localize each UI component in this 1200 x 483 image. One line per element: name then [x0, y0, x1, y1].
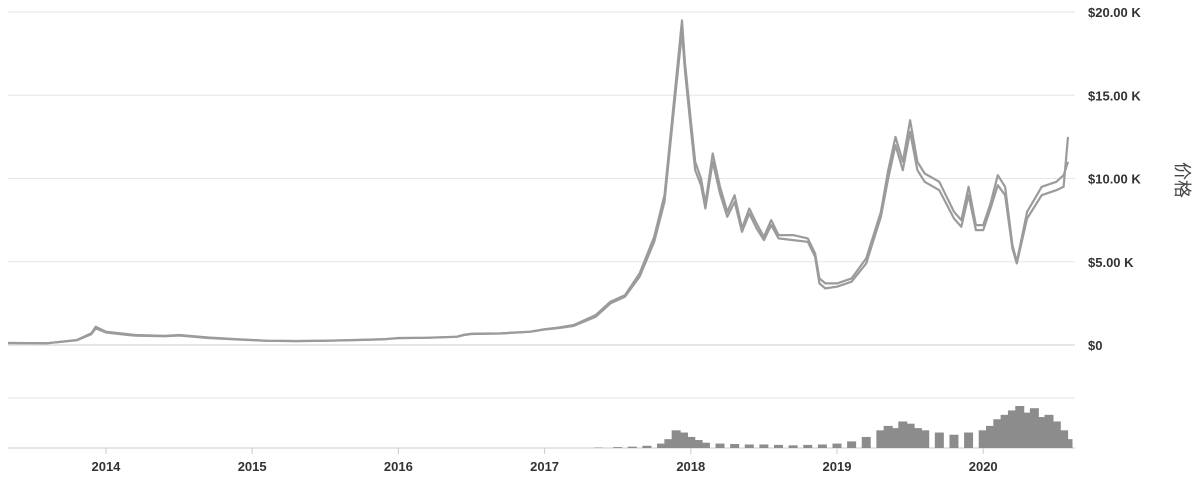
- volume-bar-28: [920, 430, 930, 448]
- volume-bar-15: [774, 444, 784, 448]
- volume-bar-40: [1037, 417, 1047, 448]
- volume-bar-9: [693, 440, 703, 448]
- x-tick-label-4: 2018: [676, 459, 705, 474]
- volume-bar-16: [788, 445, 798, 448]
- volume-bar-12: [730, 444, 740, 448]
- volume-bar-14: [759, 444, 769, 448]
- x-tick-label-2: 2016: [384, 459, 413, 474]
- volume-bar-18: [817, 444, 827, 448]
- volume-bar-29: [934, 432, 944, 448]
- y-tick-label-4: $20.00 K: [1088, 5, 1141, 20]
- volume-bar-42: [1051, 421, 1061, 448]
- volume-bar-5: [664, 439, 674, 448]
- volume-bar-31: [964, 432, 974, 448]
- price-series-line-0: [7, 19, 1070, 345]
- volume-bar-41: [1044, 414, 1054, 448]
- volume-bar-39: [1029, 408, 1039, 448]
- volume-bar-13: [744, 444, 754, 448]
- volume-bar-24: [890, 428, 900, 448]
- volume-bar-26: [905, 423, 915, 448]
- x-tick-label-6: 2020: [969, 459, 998, 474]
- y-tick-label-0: $0: [1088, 338, 1102, 353]
- volume-bar-17: [803, 444, 813, 448]
- volume-bar-34: [993, 419, 1003, 448]
- volume-bar-7: [678, 432, 688, 448]
- volume-bar-1: [613, 447, 623, 448]
- y-tick-label-2: $10.00 K: [1088, 172, 1141, 187]
- volume-bar-32: [978, 430, 988, 448]
- volume-bar-11: [715, 443, 725, 448]
- volume-bar-37: [1015, 406, 1025, 448]
- volume-bar-22: [876, 430, 886, 448]
- volume-bar-25: [898, 421, 908, 448]
- volume-bar-6: [671, 430, 681, 448]
- volume-bar-8: [686, 436, 696, 448]
- volume-bar-4: [657, 443, 667, 448]
- volume-bar-19: [832, 443, 842, 448]
- volume-bar-36: [1007, 410, 1017, 448]
- price-series: [7, 19, 1070, 345]
- volume-bar-20: [847, 441, 857, 448]
- volume-bar-38: [1022, 412, 1032, 448]
- volume-bar-23: [883, 425, 893, 448]
- x-tick-label-1: 2015: [238, 459, 267, 474]
- volume-bar-33: [986, 425, 996, 448]
- volume-bar-2: [627, 446, 637, 448]
- y-axis-title: 价格: [1171, 162, 1192, 198]
- volume-bars: [594, 406, 1073, 448]
- volume-bar-35: [1000, 414, 1010, 448]
- x-tick-label-0: 2014: [91, 459, 121, 474]
- price-series-line-1: [7, 30, 1070, 345]
- x-tick-label-3: 2017: [530, 459, 559, 474]
- axes: $0 $5.00 K $10.00 K $15.00 K $20.00 K 2014 201…: [91, 5, 1141, 474]
- volume-bar-30: [949, 434, 959, 448]
- volume-bar-27: [912, 428, 922, 448]
- volume-bar-21: [861, 436, 871, 448]
- y-tick-label-3: $15.00 K: [1088, 88, 1141, 103]
- y-tick-label-1: $5.00 K: [1088, 255, 1134, 270]
- grid-lines: [8, 11, 1075, 449]
- x-tick-label-5: 2019: [823, 459, 852, 474]
- volume-bar-3: [642, 445, 652, 448]
- volume-bar-44: [1063, 439, 1073, 448]
- volume-bar-10: [700, 442, 710, 448]
